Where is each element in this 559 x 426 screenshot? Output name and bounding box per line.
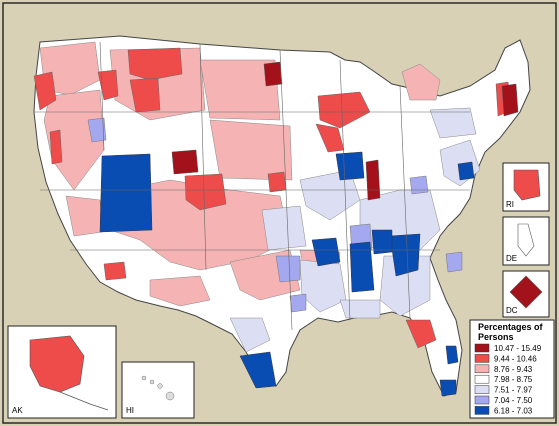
dc-label: DC xyxy=(506,306,518,315)
rhode-island-shape xyxy=(513,169,541,201)
hawaii-inset: HI xyxy=(121,361,195,419)
legend: Percentages of Persons 10.47 - 15.499.44… xyxy=(469,319,555,419)
legend-swatch xyxy=(474,354,490,363)
legend-swatch xyxy=(474,343,490,353)
legend-label: 6.18 - 7.03 xyxy=(494,406,533,415)
dc-inset: DC xyxy=(502,270,550,318)
hawaii-label: HI xyxy=(126,406,134,415)
alaska-inset: AK xyxy=(7,325,117,419)
delaware-shape xyxy=(517,223,535,257)
delaware-inset: DE xyxy=(502,216,550,266)
legend-label: 7.51 - 7.97 xyxy=(494,386,533,395)
dc-shape xyxy=(509,275,543,309)
legend-title-line2: Persons xyxy=(478,332,514,342)
alaska-label: AK xyxy=(12,406,23,415)
legend-title-line1: Percentages of xyxy=(478,322,544,332)
delaware-label: DE xyxy=(506,254,517,263)
alaska-shape xyxy=(29,335,85,393)
regions-dark-blue xyxy=(99,151,475,397)
rhode-island-label: RI xyxy=(506,200,514,209)
legend-items: 10.47 - 15.499.44 - 10.46 8.76 - 9.437.98… xyxy=(474,343,542,415)
legend-swatch xyxy=(474,364,490,374)
regions-red xyxy=(33,47,513,349)
regions-medium-blue xyxy=(87,117,463,313)
legend-label: 7.98 - 8.75 xyxy=(494,375,533,384)
legend-swatch xyxy=(474,385,490,394)
state-boundaries xyxy=(34,41,470,331)
legend-label: 8.76 - 9.43 xyxy=(494,365,533,374)
legend-swatch xyxy=(474,395,490,405)
legend-swatch xyxy=(474,406,490,415)
legend-label: 10.47 - 15.49 xyxy=(494,344,542,353)
rhode-island-inset: RI xyxy=(502,162,550,212)
legend-swatch xyxy=(474,374,490,384)
legend-label: 9.44 - 10.46 xyxy=(494,354,537,363)
legend-label: 7.04 - 7.50 xyxy=(494,396,533,405)
